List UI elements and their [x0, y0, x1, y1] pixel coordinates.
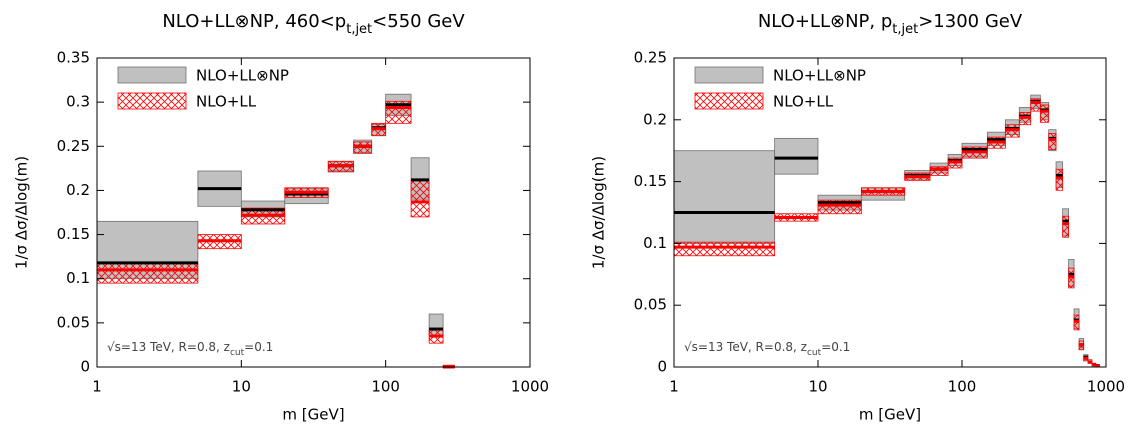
chart-title-sub: t,jet: [892, 22, 918, 37]
y-tick-label: 0.15: [57, 225, 90, 243]
hatched-band: [1055, 168, 1064, 191]
y-tick-label: 0: [657, 358, 667, 376]
legend-label: NLO+LL⊗NP: [196, 67, 289, 85]
legend-swatch: [694, 66, 764, 84]
x-tick-label: 1: [92, 378, 102, 396]
x-tick-label: 10: [232, 378, 251, 396]
band: [774, 137, 819, 175]
annotation: √s=13 TeV, R=0.8, zcut=0.1: [684, 340, 850, 358]
x-tick-label: 100: [371, 378, 400, 396]
hatched-band: [929, 166, 949, 176]
hatched-band: [1048, 132, 1057, 150]
chart-title-sub: t,jet: [346, 22, 372, 37]
legend-label: NLO+LL: [196, 93, 257, 111]
annotation-sub: cut: [807, 348, 822, 358]
annotation-text: √s=13 TeV, R=0.8, z: [107, 340, 230, 354]
chart-title: NLO+LL⊗NP, 460<pt,jet<550 GeV: [162, 11, 465, 37]
hatched-band: [673, 241, 776, 257]
annotation: √s=13 TeV, R=0.8, zcut=0.1: [107, 340, 273, 358]
legend-swatch: [694, 92, 764, 110]
y-tick-label: 0: [80, 358, 90, 376]
y-tick-label: 0.05: [57, 313, 90, 331]
y-tick-label: 0.15: [634, 172, 667, 190]
legend-label: NLO+LL⊗NP: [773, 67, 866, 85]
band: [673, 150, 776, 244]
y-tick-label: 0.1: [643, 234, 667, 252]
y-tick-label: 0.05: [634, 296, 667, 314]
hatched-band: [1039, 104, 1050, 123]
hatched-band: [1062, 215, 1070, 238]
chart-title: NLO+LL⊗NP, pt,jet>1300 GeV: [758, 11, 1023, 37]
legend-label: NLO+LL: [773, 93, 834, 111]
chart-title-after: <550 GeV: [372, 11, 465, 32]
annotation-text: √s=13 TeV, R=0.8, z: [684, 340, 807, 354]
chart-title-text: NLO+LL⊗NP, 460<p: [162, 11, 346, 32]
plot-frame: [673, 57, 1107, 368]
x-tick-label: 10: [808, 378, 827, 396]
legend-swatch: [117, 92, 187, 110]
y-tick-label: 0.25: [57, 137, 90, 155]
y-tick-label: 0.1: [66, 269, 90, 287]
x-tick-label: 100: [948, 378, 977, 396]
chart-title-after: >1300 GeV: [918, 11, 1023, 32]
y-tick-label: 0.3: [66, 93, 90, 111]
x-tick-label: 1000: [1087, 378, 1125, 396]
y-tick-label: 0.25: [634, 49, 667, 67]
y-tick-label: 0.2: [66, 181, 90, 199]
x-tick-label: 1: [669, 378, 679, 396]
hatched-band: [96, 262, 199, 284]
legend-swatch: [117, 66, 187, 84]
annotation-after: =0.1: [244, 340, 273, 354]
y-axis-label: 1/σ Δσ/Δlog(m): [13, 156, 31, 269]
plot-frame: [96, 57, 531, 368]
y-axis-label: 1/σ Δσ/Δlog(m): [590, 156, 608, 269]
annotation-sub: cut: [230, 348, 245, 358]
annotation-after: =0.1: [821, 340, 850, 354]
y-tick-label: 0.35: [57, 49, 90, 67]
chart-title-text: NLO+LL⊗NP, p: [758, 11, 892, 32]
x-axis-label: m [GeV]: [859, 406, 921, 424]
hatched-band: [410, 179, 430, 218]
y-tick-label: 0.2: [643, 110, 667, 128]
x-tick-label: 1000: [511, 378, 549, 396]
x-axis-label: m [GeV]: [282, 406, 344, 424]
